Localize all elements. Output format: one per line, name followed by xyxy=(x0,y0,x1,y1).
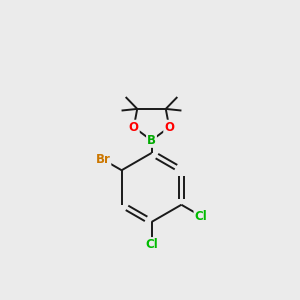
Text: Br: Br xyxy=(95,153,110,166)
Text: O: O xyxy=(164,121,174,134)
Text: B: B xyxy=(147,134,156,147)
Text: Cl: Cl xyxy=(145,238,158,251)
Text: O: O xyxy=(129,121,139,134)
Text: Cl: Cl xyxy=(194,209,207,223)
